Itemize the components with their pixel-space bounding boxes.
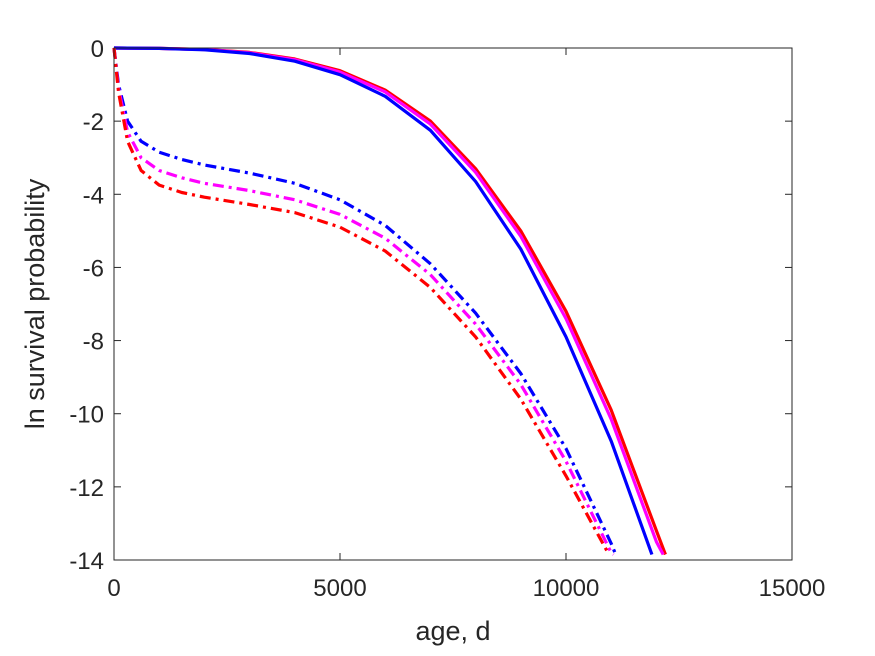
plot-area (114, 48, 792, 560)
x-axis-label: age, d (415, 616, 490, 646)
y-tick-label: -4 (83, 182, 104, 209)
y-tick-label: -8 (83, 329, 104, 356)
plot-frame (113, 47, 793, 561)
y-tick-label: -6 (83, 255, 104, 282)
y-tick-label: -2 (83, 109, 104, 136)
x-tick-label: 5000 (313, 575, 366, 602)
series-layer (112, 46, 667, 556)
y-axis: 0 -2 -4 -6 -8 -10 -12 -14 (69, 36, 792, 575)
series-line-3 (113, 46, 654, 556)
y-tick-label: -12 (69, 475, 104, 502)
y-tick-label: -14 (69, 548, 104, 575)
y-axis-label: ln survival probability (20, 178, 50, 429)
y-tick-label: 0 (91, 36, 104, 63)
x-tick-label: 10000 (533, 575, 600, 602)
x-tick-label: 0 (107, 575, 120, 602)
x-axis: 0 5000 10000 15000 (107, 48, 825, 602)
y-tick-label: -10 (69, 402, 104, 429)
x-tick-label: 15000 (759, 575, 826, 602)
series-line-6 (112, 47, 611, 556)
series-line-5 (112, 47, 615, 556)
series-line-4 (112, 47, 618, 556)
